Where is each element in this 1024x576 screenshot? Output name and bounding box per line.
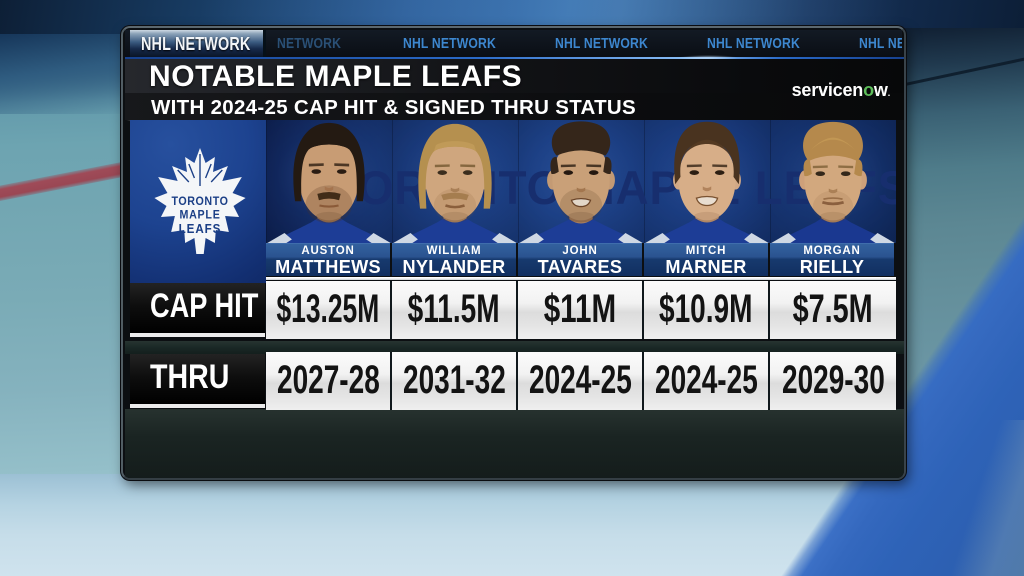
svg-text:TORONTO: TORONTO [172,196,229,208]
svg-text:LEAFS: LEAFS [179,222,222,236]
svg-text:MAPLE: MAPLE [179,209,220,221]
